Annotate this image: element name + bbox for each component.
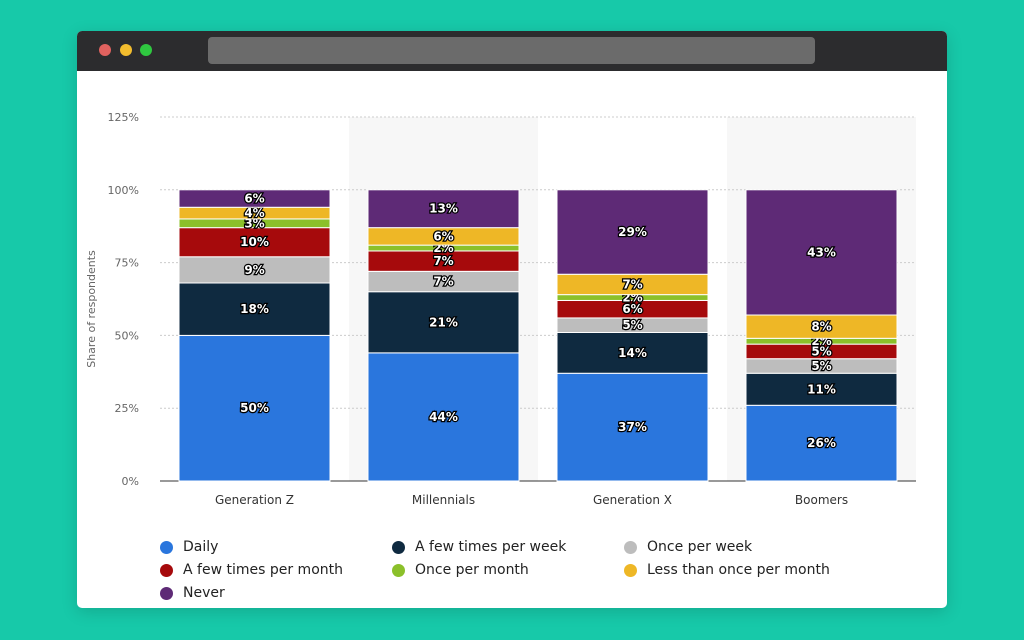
legend-marker-icon (160, 540, 173, 554)
legend-marker-icon (624, 540, 637, 554)
data-label: 5% (811, 359, 831, 373)
bar-segment (178, 282, 331, 336)
y-tick-label: 25% (115, 402, 139, 415)
data-label: 7% (433, 275, 453, 289)
maximize-button[interactable] (140, 44, 152, 56)
data-label: 18% (240, 302, 269, 316)
data-label: 5% (811, 344, 831, 358)
bar-segment (367, 291, 520, 354)
legend-label: Daily (183, 539, 219, 555)
legend-item[interactable]: Daily (160, 539, 218, 555)
bar-segment (745, 404, 898, 482)
legend-label: Once per week (647, 539, 753, 555)
bar-segment (745, 372, 898, 406)
data-label: 11% (807, 382, 836, 396)
data-label: 37% (618, 420, 647, 434)
minimize-button[interactable] (120, 44, 132, 56)
legend-marker-icon (392, 563, 405, 577)
y-tick-label: 100% (108, 184, 139, 197)
data-label: 4% (244, 206, 264, 220)
bar-segment (178, 189, 331, 208)
y-tick-label: 50% (115, 329, 139, 342)
address-bar[interactable] (208, 37, 815, 64)
browser-window: 0% 25% 50% 75% 100% 125% Share of respondents 5… (77, 31, 947, 608)
bar-segment (745, 189, 898, 316)
x-tick-label: Boomers (795, 493, 848, 507)
x-tick-label: Generation X (593, 493, 672, 507)
x-tick-label: Generation Z (215, 493, 294, 507)
legend-item[interactable]: Never (160, 585, 225, 601)
title-bar (77, 31, 947, 71)
data-label: 6% (244, 192, 264, 206)
data-label: 29% (618, 225, 647, 239)
legend-label: Never (183, 585, 225, 601)
y-tick-label: 75% (115, 257, 139, 270)
legend-item[interactable]: Once per week (624, 539, 752, 555)
y-tick-label: 0% (122, 475, 139, 488)
data-label: 7% (433, 254, 453, 268)
x-tick-label: Millennials (412, 493, 475, 507)
legend-label: A few times per week (415, 539, 567, 555)
close-button[interactable] (99, 44, 111, 56)
legend-item[interactable]: Less than once per month (624, 562, 830, 578)
legend-marker-icon (160, 586, 173, 600)
bar-segment (178, 334, 331, 482)
data-label: 6% (622, 302, 642, 316)
legend-marker-icon (392, 540, 405, 554)
legend-marker-icon (160, 563, 173, 577)
data-label: 10% (240, 235, 269, 249)
bar-segment (556, 189, 709, 275)
data-label: 50% (240, 401, 269, 415)
legend-marker-icon (624, 563, 637, 577)
legend-label: Once per month (415, 562, 529, 578)
data-label: 9% (244, 263, 264, 277)
legend-item[interactable]: Once per month (392, 562, 529, 578)
legend-item[interactable]: A few times per month (160, 562, 343, 578)
bar-segment (178, 256, 331, 284)
data-label: 5% (622, 318, 642, 332)
legend-label: Less than once per month (647, 562, 830, 578)
data-label: 8% (811, 320, 831, 334)
y-tick-label: 125% (108, 111, 139, 124)
data-label: 13% (429, 202, 458, 216)
data-label: 44% (429, 410, 458, 424)
bar-segment (556, 372, 709, 482)
y-axis-label: Share of respondents (85, 250, 98, 368)
legend-item[interactable]: A few times per week (392, 539, 566, 555)
bar-segment (367, 189, 520, 229)
data-label: 6% (433, 229, 453, 243)
data-label: 43% (807, 245, 836, 259)
data-label: 26% (807, 436, 836, 450)
data-label: 21% (429, 315, 458, 329)
stacked-bar-chart: 0% 25% 50% 75% 100% 125% Share of respondents 5… (85, 111, 916, 507)
data-label: 14% (618, 346, 647, 360)
legend-label: A few times per month (183, 562, 343, 578)
bar-segment (556, 331, 709, 374)
data-label: 7% (622, 277, 642, 291)
